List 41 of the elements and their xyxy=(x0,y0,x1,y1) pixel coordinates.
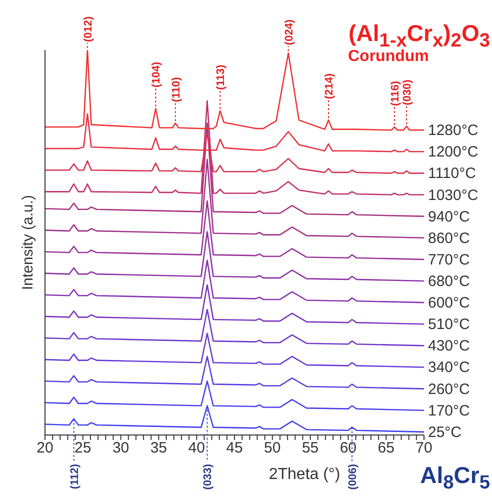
series-label: 1200°C xyxy=(428,144,478,161)
annotation: (033) xyxy=(202,464,214,490)
x-tick-label: 25 xyxy=(74,440,92,457)
annotation: (030) xyxy=(402,79,414,106)
series-label: 860°C xyxy=(428,230,470,247)
annotation: (214) xyxy=(323,73,336,100)
x-tick-label: 40 xyxy=(188,440,205,457)
x-tick-label: 30 xyxy=(112,440,130,457)
annotation: (012) xyxy=(82,16,94,42)
annotation: (110) xyxy=(170,76,182,102)
series-label: 510°C xyxy=(428,316,470,334)
x-tick-label: 20 xyxy=(36,440,54,457)
annotation: (113) xyxy=(215,64,228,90)
annotation: (104) xyxy=(150,62,163,88)
x-tick-label: 45 xyxy=(226,440,243,457)
x-tick-label: 65 xyxy=(378,440,394,457)
x-tick-label: 60 xyxy=(340,440,357,457)
series-label: 1030°C xyxy=(428,186,478,204)
series-label: 600°C xyxy=(428,294,470,312)
series-label: 260°C xyxy=(428,380,470,398)
annotation: (024) xyxy=(283,19,296,46)
annotation: (116) xyxy=(389,80,402,106)
series-label: 1280°C xyxy=(428,122,478,140)
x-tick-label: 70 xyxy=(416,440,432,457)
series-label: 940°C xyxy=(428,208,470,226)
series-label: 340°C xyxy=(428,359,470,376)
series-label: 680°C xyxy=(428,273,470,290)
chart-subtitle: Corundum xyxy=(348,48,429,66)
y-axis-title: Intensity (a.u.) xyxy=(19,194,36,290)
x-axis-title: 2Theta (°) xyxy=(268,466,340,483)
series-label: 25°C xyxy=(428,424,462,441)
x-tick-label: 35 xyxy=(150,440,168,457)
series-label: 430°C xyxy=(428,338,470,355)
text: Al$_{8}$Cr$_{5}$ xyxy=(420,462,490,495)
x-tick-label: 55 xyxy=(302,440,319,457)
x-tick-label: 50 xyxy=(264,440,281,457)
series-label: 770°C xyxy=(428,251,470,268)
series-label: 170°C xyxy=(428,402,470,420)
series-label: 1110°C xyxy=(428,165,476,182)
annotation: (006) xyxy=(346,464,359,490)
annotation: (112) xyxy=(68,464,81,490)
